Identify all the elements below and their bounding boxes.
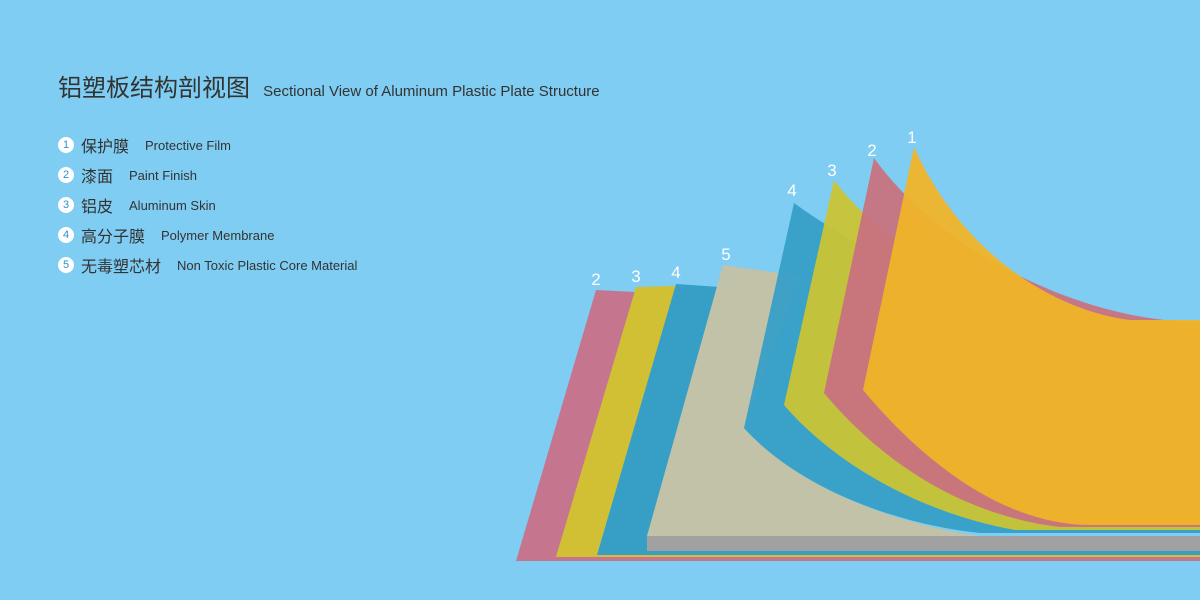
legend-item: 4 高分子膜 Polymer Membrane bbox=[58, 220, 357, 250]
legend-item: 1 保护膜 Protective Film bbox=[58, 130, 357, 160]
number-badge: 5 bbox=[58, 257, 74, 273]
legend-label-en: Non Toxic Plastic Core Material bbox=[177, 257, 358, 273]
page-title: 铝塑板结构剖视图 Sectional View of Aluminum Plas… bbox=[58, 68, 600, 103]
legend-item: 2 漆面 Paint Finish bbox=[58, 160, 357, 190]
legend-label-en: Protective Film bbox=[145, 137, 231, 153]
core-edge bbox=[647, 536, 1200, 551]
core-label: 5 bbox=[721, 245, 730, 264]
legend-label-en: Paint Finish bbox=[129, 167, 197, 183]
front-label: 1 bbox=[907, 128, 916, 147]
legend-label-cn: 高分子膜 bbox=[81, 227, 146, 246]
legend-label-cn: 保护膜 bbox=[81, 137, 130, 156]
back-label: 2 bbox=[591, 270, 600, 289]
front-label: 4 bbox=[787, 181, 796, 200]
legend: 1 保护膜 Protective Film 2 漆面 Paint Finish 3 铝皮 A… bbox=[58, 130, 357, 280]
back-label: 4 bbox=[671, 263, 680, 282]
protective-film-layer bbox=[863, 147, 1200, 525]
legend-item: 5 无毒塑芯材 Non Toxic Plastic Core Material bbox=[58, 250, 357, 280]
number-badge: 3 bbox=[58, 197, 74, 213]
legend-label-en: Aluminum Skin bbox=[129, 197, 216, 213]
front-label: 3 bbox=[827, 161, 836, 180]
legend-label-cn: 漆面 bbox=[81, 167, 114, 186]
legend-label-cn: 无毒塑芯材 bbox=[81, 257, 162, 276]
back-label: 3 bbox=[631, 267, 640, 286]
legend-label-cn: 铝皮 bbox=[81, 197, 114, 216]
number-badge: 2 bbox=[58, 167, 74, 183]
number-badge: 1 bbox=[58, 137, 74, 153]
legend-item: 3 铝皮 Aluminum Skin bbox=[58, 190, 357, 220]
front-label: 2 bbox=[867, 141, 876, 160]
core-layer bbox=[647, 265, 980, 536]
number-badge: 4 bbox=[58, 227, 74, 243]
title-english: Sectional View of Aluminum Plastic Plate… bbox=[263, 83, 600, 100]
title-chinese: 铝塑板结构剖视图 bbox=[58, 74, 250, 102]
legend-label-en: Polymer Membrane bbox=[161, 227, 275, 243]
